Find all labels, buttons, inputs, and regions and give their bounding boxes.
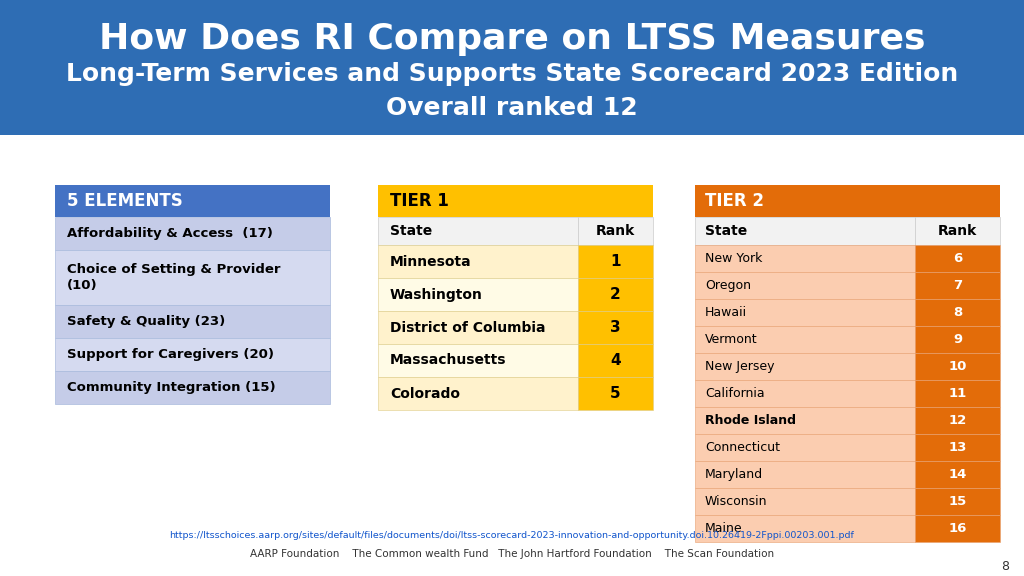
Text: Support for Caregivers (20): Support for Caregivers (20) (67, 348, 274, 361)
Bar (578, 245, 653, 278)
Text: Vermont: Vermont (705, 333, 758, 346)
Bar (915, 353, 1000, 380)
Text: Massachusetts: Massachusetts (390, 354, 507, 367)
Bar (55, 305, 330, 338)
Text: New York: New York (705, 252, 763, 265)
Text: 12: 12 (948, 414, 967, 427)
Text: Rank: Rank (938, 224, 977, 238)
Text: Oregon: Oregon (705, 279, 751, 292)
Text: AARP Foundation    The Common wealth Fund   The John Hartford Foundation    The : AARP Foundation The Common wealth Fund T… (250, 549, 774, 559)
Bar (55, 217, 330, 250)
Bar (915, 245, 1000, 272)
Bar (915, 217, 1000, 245)
Bar (695, 434, 915, 461)
Bar (55, 338, 330, 371)
Text: Affordability & Access  (17): Affordability & Access (17) (67, 227, 272, 240)
Text: Choice of Setting & Provider
(10): Choice of Setting & Provider (10) (67, 263, 281, 291)
Text: Colorado: Colorado (390, 386, 460, 400)
Bar (915, 299, 1000, 326)
Bar (915, 272, 1000, 299)
Text: Rank: Rank (596, 224, 635, 238)
Bar (378, 245, 578, 278)
Bar (695, 515, 915, 542)
Bar (695, 353, 915, 380)
Bar (578, 377, 653, 410)
Bar (695, 488, 915, 515)
Text: 8: 8 (953, 306, 963, 319)
Text: California: California (705, 387, 765, 400)
Bar (578, 217, 653, 245)
Bar (695, 461, 915, 488)
Bar (695, 272, 915, 299)
Text: 7: 7 (953, 279, 963, 292)
Bar (695, 380, 915, 407)
Bar (378, 185, 653, 217)
Text: 16: 16 (948, 522, 967, 535)
Text: Safety & Quality (23): Safety & Quality (23) (67, 315, 225, 328)
Text: State: State (390, 224, 432, 238)
Text: Minnesota: Minnesota (390, 255, 472, 268)
Text: 11: 11 (948, 387, 967, 400)
Bar (915, 434, 1000, 461)
Text: 5: 5 (610, 386, 621, 401)
Bar (55, 371, 330, 404)
Text: State: State (705, 224, 748, 238)
Text: 3: 3 (610, 320, 621, 335)
Bar (695, 299, 915, 326)
Text: 15: 15 (948, 495, 967, 508)
Text: 5 ELEMENTS: 5 ELEMENTS (67, 192, 182, 210)
Bar (55, 185, 330, 217)
Text: Long-Term Services and Supports State Scorecard 2023 Edition: Long-Term Services and Supports State Sc… (66, 62, 958, 86)
Bar (378, 217, 578, 245)
Bar (378, 377, 578, 410)
Text: TIER 2: TIER 2 (705, 192, 764, 210)
Bar (695, 407, 915, 434)
Bar (55, 250, 330, 305)
Bar (915, 407, 1000, 434)
Text: Washington: Washington (390, 287, 483, 301)
Text: Wisconsin: Wisconsin (705, 495, 768, 508)
Text: 13: 13 (948, 441, 967, 454)
Text: 10: 10 (948, 360, 967, 373)
Bar (695, 217, 915, 245)
Bar (378, 344, 578, 377)
Text: 4: 4 (610, 353, 621, 368)
Text: Maine: Maine (705, 522, 742, 535)
Text: Connecticut: Connecticut (705, 441, 780, 454)
Text: 8: 8 (1001, 560, 1009, 574)
Text: 9: 9 (953, 333, 963, 346)
Bar (578, 278, 653, 311)
Bar (695, 326, 915, 353)
Bar (915, 461, 1000, 488)
Bar (0, 0, 1024, 135)
Text: 14: 14 (948, 468, 967, 481)
Bar (915, 326, 1000, 353)
Text: Rhode Island: Rhode Island (705, 414, 796, 427)
Text: 6: 6 (953, 252, 963, 265)
Text: How Does RI Compare on LTSS Measures: How Does RI Compare on LTSS Measures (98, 22, 926, 56)
Text: 1: 1 (610, 254, 621, 269)
Bar (915, 515, 1000, 542)
Text: Overall ranked 12: Overall ranked 12 (386, 96, 638, 120)
Text: 2: 2 (610, 287, 621, 302)
Bar (695, 185, 1000, 217)
Text: TIER 1: TIER 1 (390, 192, 449, 210)
Bar (915, 380, 1000, 407)
Bar (578, 344, 653, 377)
Text: New Jersey: New Jersey (705, 360, 774, 373)
Text: District of Columbia: District of Columbia (390, 320, 546, 335)
Bar (695, 245, 915, 272)
Text: Community Integration (15): Community Integration (15) (67, 381, 275, 394)
Bar (578, 311, 653, 344)
Bar (378, 278, 578, 311)
Bar (915, 488, 1000, 515)
Bar (378, 311, 578, 344)
Text: https://ltsschoices.aarp.org/sites/default/files/documents/doi/ltss-scorecard-20: https://ltsschoices.aarp.org/sites/defau… (170, 532, 854, 540)
Text: Hawaii: Hawaii (705, 306, 748, 319)
Text: Maryland: Maryland (705, 468, 763, 481)
